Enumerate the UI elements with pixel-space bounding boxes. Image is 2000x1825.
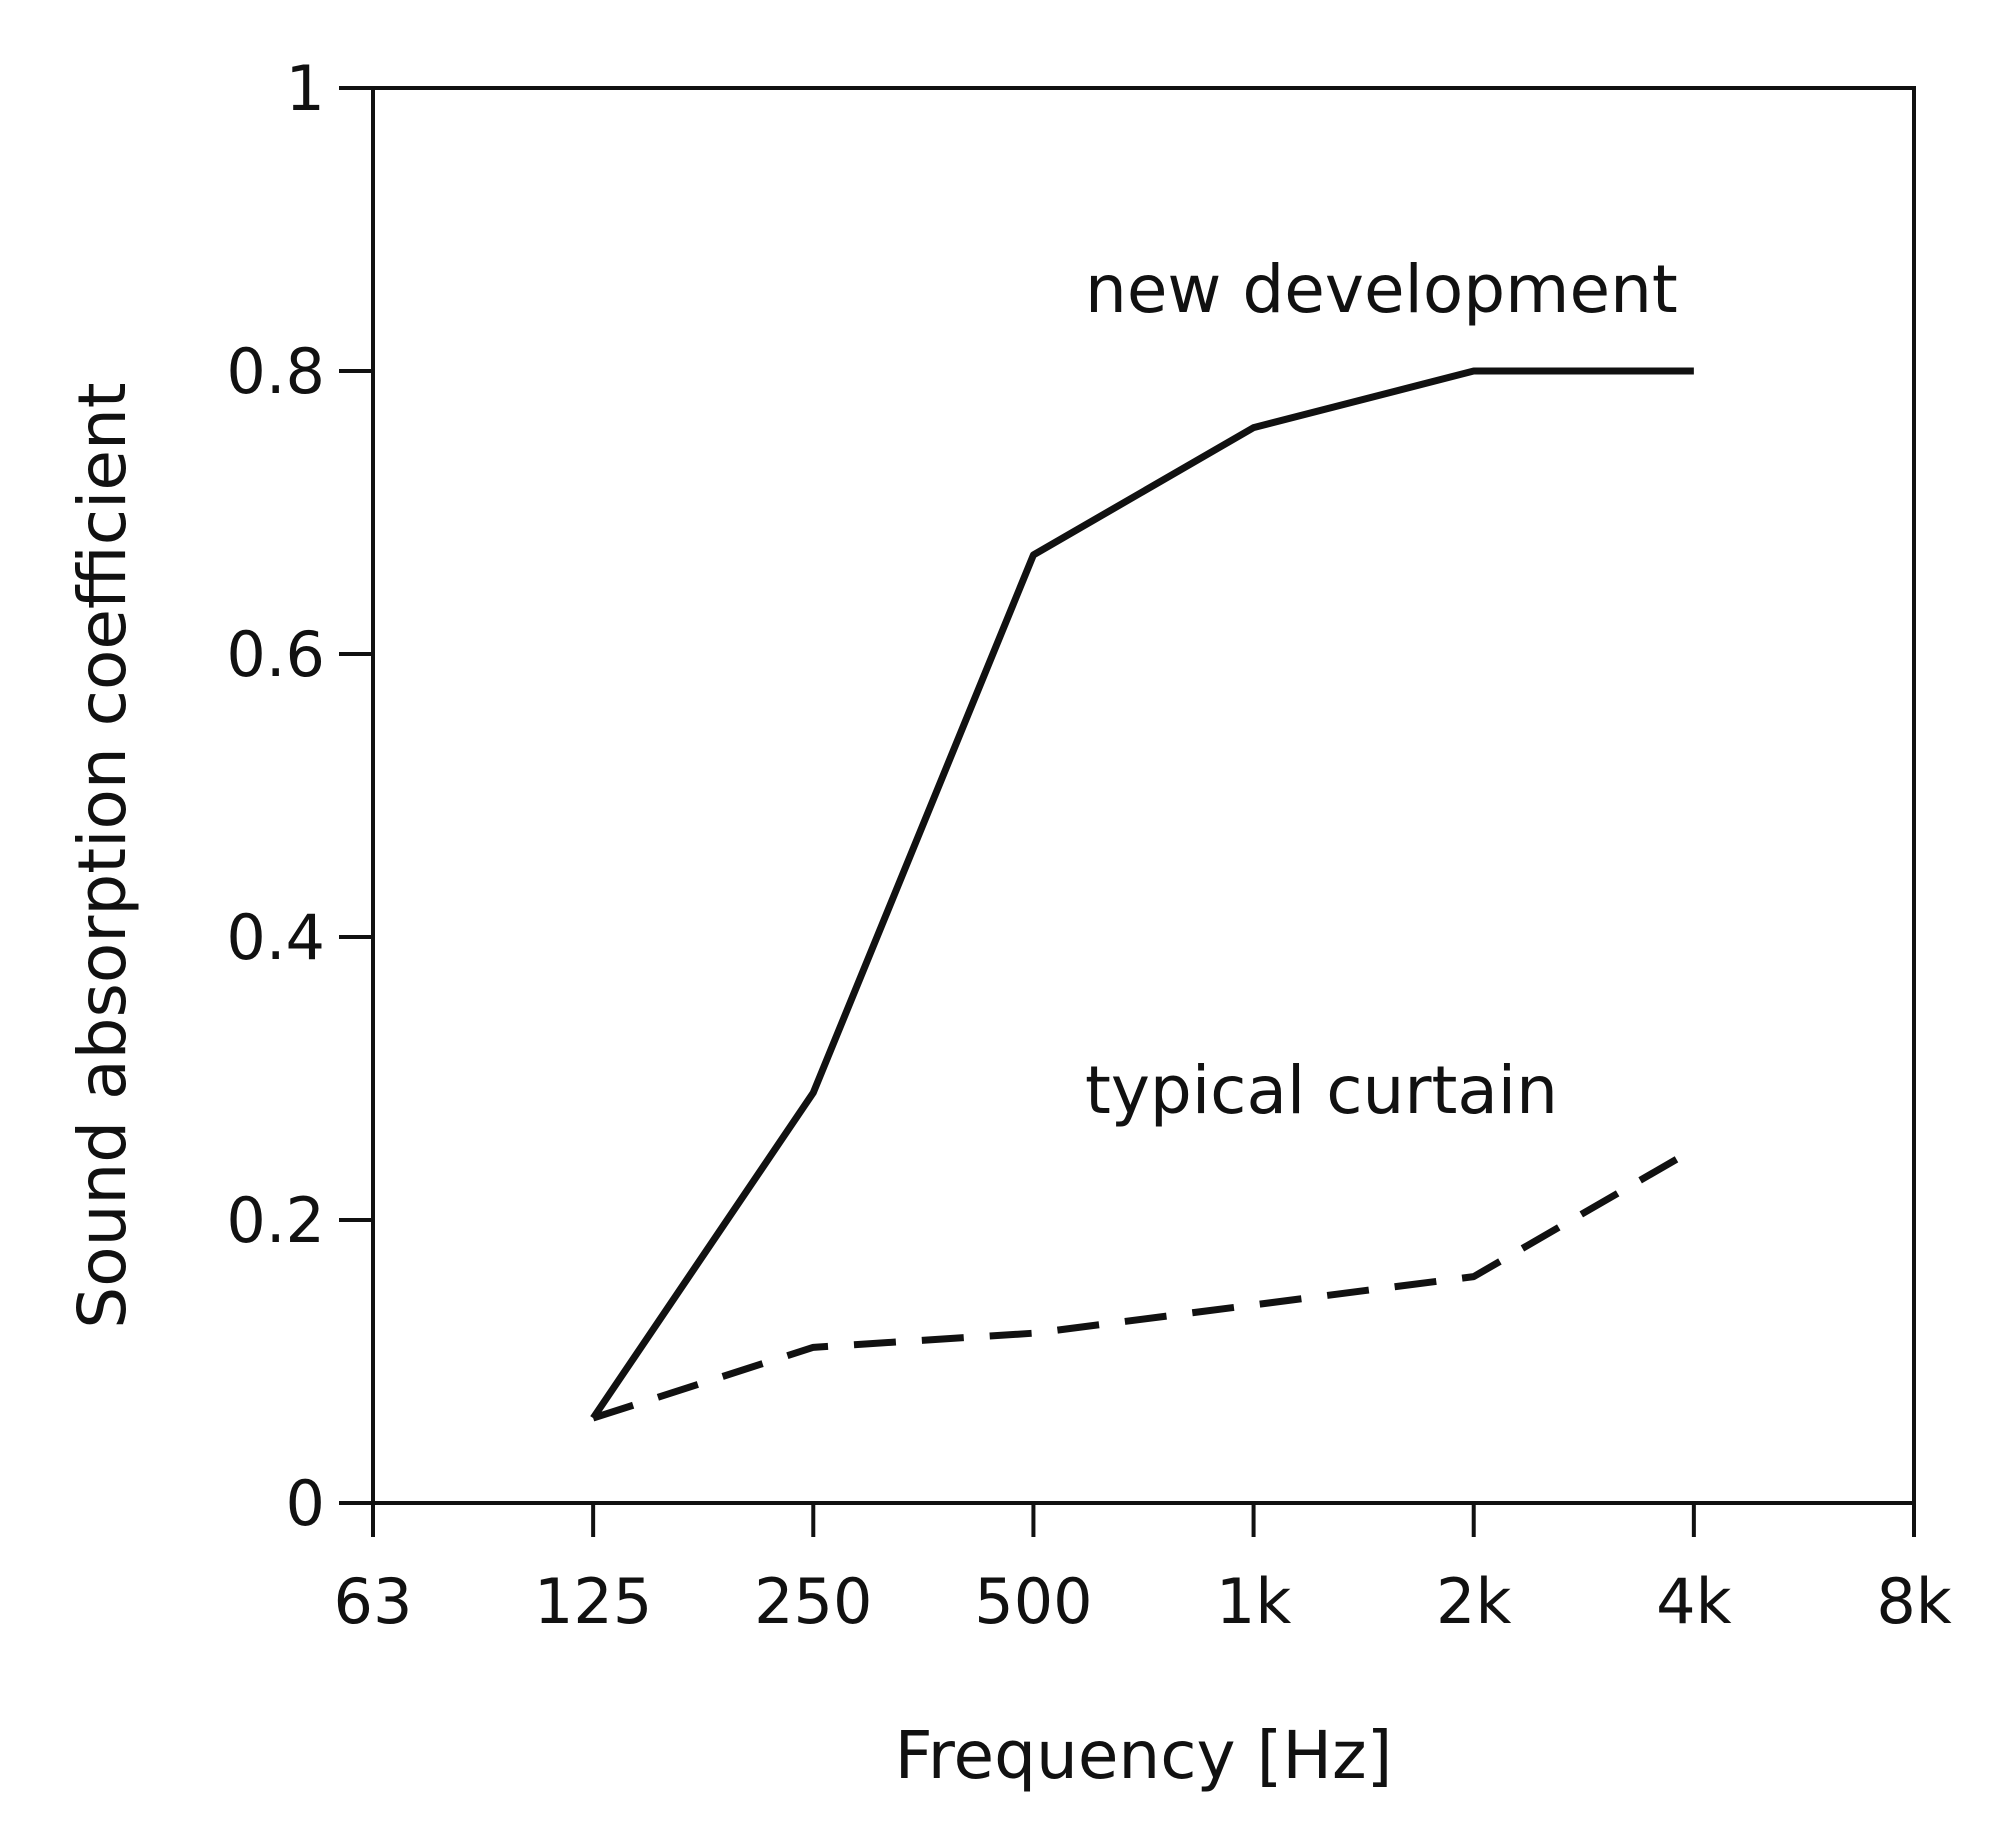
y-axis-title: Sound absorption coefficient <box>64 382 141 1328</box>
y-tick-label: 0.8 <box>226 335 325 408</box>
series-label: typical curtain <box>1085 1052 1558 1129</box>
series-label: new development <box>1085 251 1678 328</box>
plot-area <box>371 86 1916 1505</box>
y-tick-label: 0.6 <box>226 618 325 691</box>
x-tick-label: 250 <box>754 1565 872 1638</box>
x-tick-label: 500 <box>974 1565 1092 1638</box>
x-axis-title: Frequency [Hz] <box>895 1717 1393 1794</box>
x-tick-label: 2k <box>1436 1565 1511 1638</box>
x-tick-label: 8k <box>1876 1565 1951 1638</box>
y-tick-label: 0.4 <box>226 901 325 974</box>
series-line-typical-curtain <box>592 1146 1696 1422</box>
series-line-new-development <box>590 367 1694 1421</box>
x-axis: 63 125 250 500 1k 2k 4k 8k <box>334 1503 1952 1638</box>
y-tick-label: 0 <box>286 1467 325 1540</box>
x-tick-label: 4k <box>1656 1565 1731 1638</box>
y-tick-label: 1 <box>286 52 325 125</box>
x-tick-label: 125 <box>534 1565 652 1638</box>
x-tick-label: 1k <box>1216 1565 1291 1638</box>
x-tick-label: 63 <box>334 1565 413 1638</box>
series-labels: new development typical curtain <box>1085 251 1678 1129</box>
plot-frame <box>371 86 1916 1505</box>
series-layer <box>590 367 1696 1422</box>
y-tick-label: 0.2 <box>226 1184 325 1257</box>
y-axis: 0 0.2 0.4 0.6 0.8 1 <box>226 52 373 1540</box>
